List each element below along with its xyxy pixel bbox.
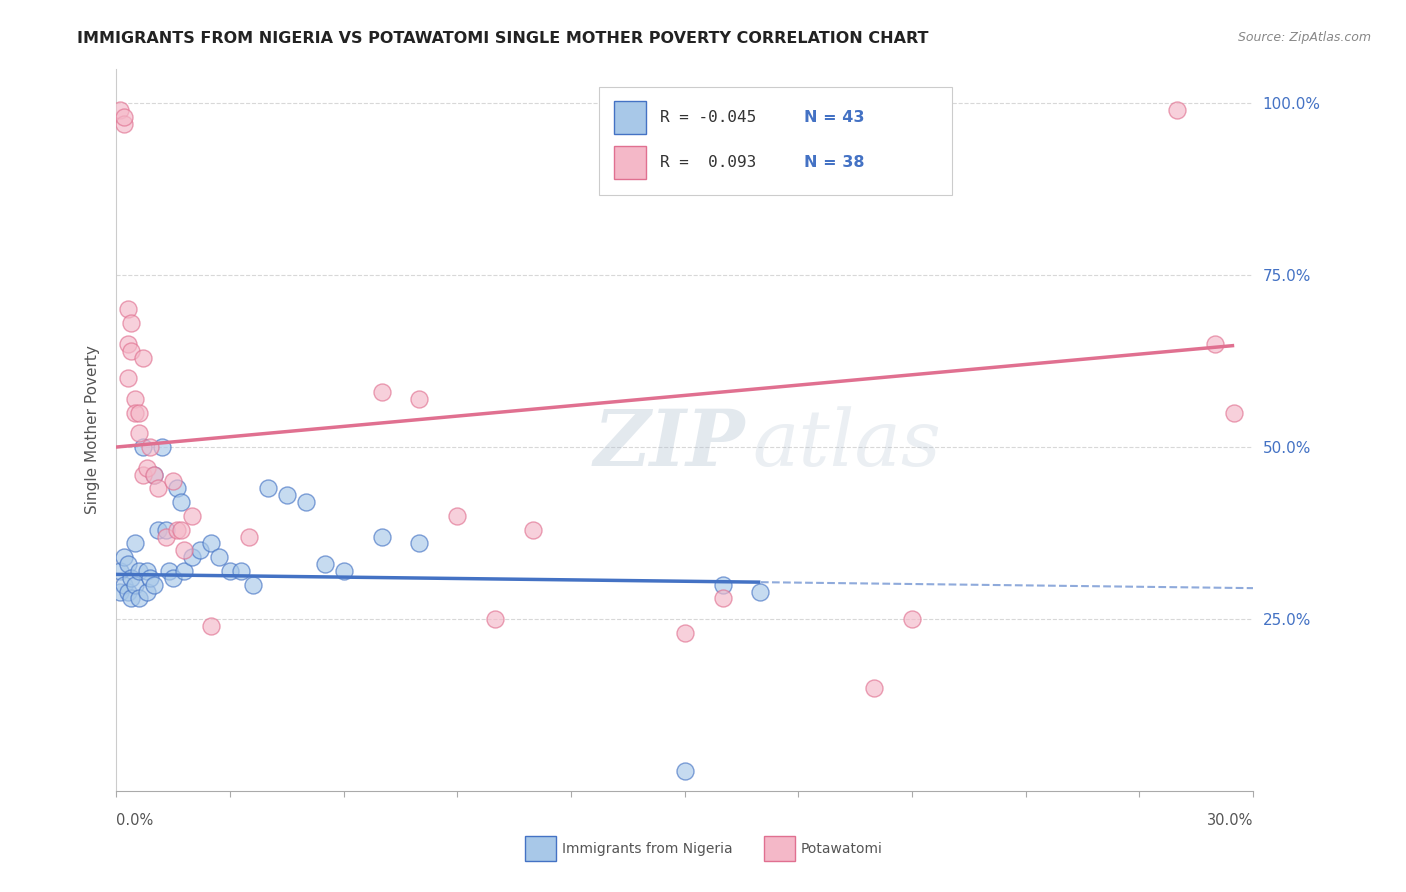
Point [146, 481, 169, 495]
Point [128, 564, 150, 578]
Text: Potawatomi: Potawatomi [801, 842, 883, 856]
Point [143, 467, 166, 482]
Point [132, 351, 155, 365]
Point [332, 564, 354, 578]
Point [112, 110, 135, 124]
Point [1166, 103, 1188, 117]
Point [166, 481, 188, 495]
Text: Source: ZipAtlas.com: Source: ZipAtlas.com [1237, 31, 1371, 45]
Point [256, 481, 278, 495]
Point [132, 467, 155, 482]
Point [188, 543, 211, 558]
Point [200, 619, 222, 633]
Point [139, 571, 162, 585]
Point [370, 384, 392, 399]
Point [238, 529, 260, 543]
Point [711, 591, 734, 606]
Point [124, 406, 146, 420]
Point [117, 302, 139, 317]
Point [108, 584, 131, 599]
Text: R =  0.093: R = 0.093 [659, 155, 756, 170]
Point [370, 529, 392, 543]
Point [170, 523, 193, 537]
Point [276, 488, 298, 502]
Text: 30.0%: 30.0% [1206, 814, 1253, 829]
Point [170, 495, 193, 509]
Point [112, 550, 135, 565]
Point [128, 406, 150, 420]
Point [162, 571, 184, 585]
Point [132, 440, 155, 454]
Point [673, 764, 696, 778]
Point [749, 584, 772, 599]
Point [901, 612, 924, 626]
Text: IMMIGRANTS FROM NIGERIA VS POTAWATOMI SINGLE MOTHER POVERTY CORRELATION CHART: IMMIGRANTS FROM NIGERIA VS POTAWATOMI SI… [77, 31, 929, 46]
Point [120, 343, 142, 358]
FancyBboxPatch shape [599, 87, 952, 195]
Point [155, 529, 177, 543]
Point [314, 557, 336, 571]
Text: N = 38: N = 38 [804, 155, 865, 170]
Point [1223, 406, 1246, 420]
Point [181, 508, 204, 523]
Point [157, 564, 180, 578]
Point [294, 495, 316, 509]
Point [146, 523, 169, 537]
Text: Immigrants from Nigeria: Immigrants from Nigeria [562, 842, 733, 856]
Point [117, 371, 139, 385]
Point [143, 577, 166, 591]
Point [155, 523, 177, 537]
FancyBboxPatch shape [614, 146, 645, 178]
Text: N = 43: N = 43 [804, 110, 865, 125]
Point [446, 508, 468, 523]
Point [120, 316, 142, 330]
Text: atlas: atlas [752, 406, 942, 483]
Point [117, 584, 139, 599]
Text: 0.0%: 0.0% [117, 814, 153, 829]
Point [128, 591, 150, 606]
Point [112, 117, 135, 131]
Point [128, 426, 150, 441]
Point [173, 543, 195, 558]
Point [162, 475, 184, 489]
Point [408, 536, 430, 550]
Point [108, 103, 131, 117]
Text: R = -0.045: R = -0.045 [659, 110, 756, 125]
Point [711, 577, 734, 591]
Point [408, 392, 430, 406]
Point [135, 460, 157, 475]
Text: ZIP: ZIP [593, 406, 745, 483]
Y-axis label: Single Mother Poverty: Single Mother Poverty [86, 345, 100, 515]
Point [135, 584, 157, 599]
Point [124, 577, 146, 591]
FancyBboxPatch shape [614, 102, 645, 134]
Point [150, 440, 173, 454]
Point [484, 612, 506, 626]
Point [124, 392, 146, 406]
Point [108, 564, 131, 578]
Point [863, 681, 886, 695]
Point [200, 536, 222, 550]
Point [117, 336, 139, 351]
Point [139, 440, 162, 454]
Point [522, 523, 544, 537]
Point [673, 625, 696, 640]
Point [231, 564, 253, 578]
Point [120, 591, 142, 606]
Point [1204, 336, 1226, 351]
Point [173, 564, 195, 578]
Point [117, 557, 139, 571]
Point [124, 536, 146, 550]
Point [135, 564, 157, 578]
Point [112, 577, 135, 591]
Point [207, 550, 229, 565]
Point [219, 564, 242, 578]
Point [143, 467, 166, 482]
Point [181, 550, 204, 565]
Point [166, 523, 188, 537]
Point [242, 577, 264, 591]
Point [120, 571, 142, 585]
